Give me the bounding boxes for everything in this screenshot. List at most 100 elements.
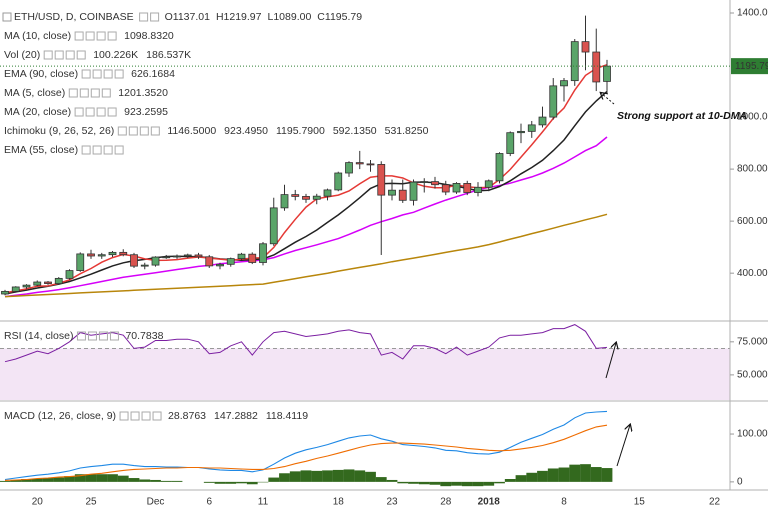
indicator-value: 626.1684 [131,68,175,80]
legend-icon [76,50,86,60]
legend-icon [150,12,160,22]
candle-body [398,189,407,201]
legend-icon [109,331,119,341]
legend-icon [85,107,95,117]
indicator-value: 186.537K [146,49,191,61]
candle-body [420,181,429,183]
candle-body [216,263,224,267]
annotation: Strong support at 10-DMA [617,110,747,122]
y-tick-label: 1400.00 [737,8,768,19]
macd-histogram-bar [311,470,323,482]
ohlc-value: O1137.01 [165,11,211,23]
pane-legend-value: 147.2882 [214,410,258,422]
indicator-name: Vol (20) [4,49,40,61]
macd-histogram-bar [332,469,344,482]
candle-body [388,189,396,196]
legend-icon [98,331,108,341]
candle-body [151,256,160,266]
legend-icon [103,69,113,79]
candle-body [205,256,214,267]
indicator-value: 531.8250 [385,125,429,137]
macd-histogram-bar [547,468,559,482]
legend-icon [2,12,12,22]
candle-body [130,254,138,267]
candle-body [33,281,42,286]
indicator-value: 923.4950 [224,125,268,137]
candle-body [441,184,450,193]
macd-histogram-bar [214,481,226,484]
indicator-value: 100.226K [93,49,138,61]
candle-body [291,194,300,197]
legend-icon [141,411,151,421]
x-tick-label: 6 [206,497,212,508]
indicator-value: 592.1350 [333,125,377,137]
pane-title: RSI (14, close) [4,330,73,342]
candle-body [506,132,515,154]
candle-body [409,181,418,201]
x-tick-label: 15 [634,497,646,508]
macd-histogram-bar [268,477,280,482]
macd-histogram-bar [236,481,247,484]
y-tick-label: 800.00 [737,164,768,175]
pane-legend-value: 118.4119 [266,410,308,422]
indicator-name: EMA (90, close) [4,68,78,80]
macd-histogram-bar [150,479,161,482]
x-tick-label: 25 [85,497,97,508]
macd-histogram-bar [171,480,183,482]
rsi-band [0,348,730,400]
candle-body [97,254,106,257]
macd-histogram-bar [461,481,473,487]
indicator-line [4,90,608,295]
macd-histogram-bar [397,481,409,484]
indicator-value: 1146.5000 [167,125,216,137]
candle-body [237,253,246,260]
candle-body [87,253,95,257]
legend-icon [65,50,75,60]
candle-body [517,130,525,134]
candle-body [312,195,321,200]
candle-body [592,51,601,83]
macd-histogram-bar [10,479,22,482]
macd-histogram-bar [42,478,54,482]
candle-body [484,180,493,188]
x-tick-label: 22 [709,497,721,508]
macd-histogram-bar [515,475,527,482]
macd-arrow [616,425,630,467]
macd-histogram-bar [246,481,258,485]
legend-icon [152,411,162,421]
legend-icon [68,88,78,98]
candle-body [355,162,364,165]
macd-histogram-bar [139,479,151,482]
macd-histogram-bar [526,472,538,482]
candle-body [334,172,343,191]
legend-icon [128,126,138,136]
legend-icon [90,88,100,98]
legend-icon [119,411,129,421]
symbol: ETH/USD, D, COINBASE [14,11,134,23]
macd-histogram-bar [21,479,32,482]
macd-histogram-bar [85,474,97,482]
legend-icon [130,411,140,421]
x-tick-label: 8 [561,497,567,508]
pane-legend-value: 70.7838 [125,330,163,342]
candle-body [560,80,568,87]
legend-icon [79,88,89,98]
y-tick-label: 100.0000 [737,429,768,440]
macd-histogram-bar [117,475,129,482]
macd-histogram-bar [96,474,108,482]
x-tick-label: 2018 [478,497,501,508]
y-tick-label: 600.00 [737,216,768,227]
indicator-name: MA (10, close) [4,30,71,42]
candle-body [248,253,257,263]
candle-body [259,243,267,263]
legend-icon [96,107,106,117]
candle-body [538,116,547,126]
candle-body [549,85,558,118]
candle-body [76,253,85,271]
y-tick-label: 50.0000 [737,370,768,381]
indicator-value: 1195.7900 [276,125,325,137]
macd-histogram-bar [160,480,172,482]
legend-icon [74,107,84,117]
candle-body [54,277,63,284]
candle-body [269,207,278,245]
